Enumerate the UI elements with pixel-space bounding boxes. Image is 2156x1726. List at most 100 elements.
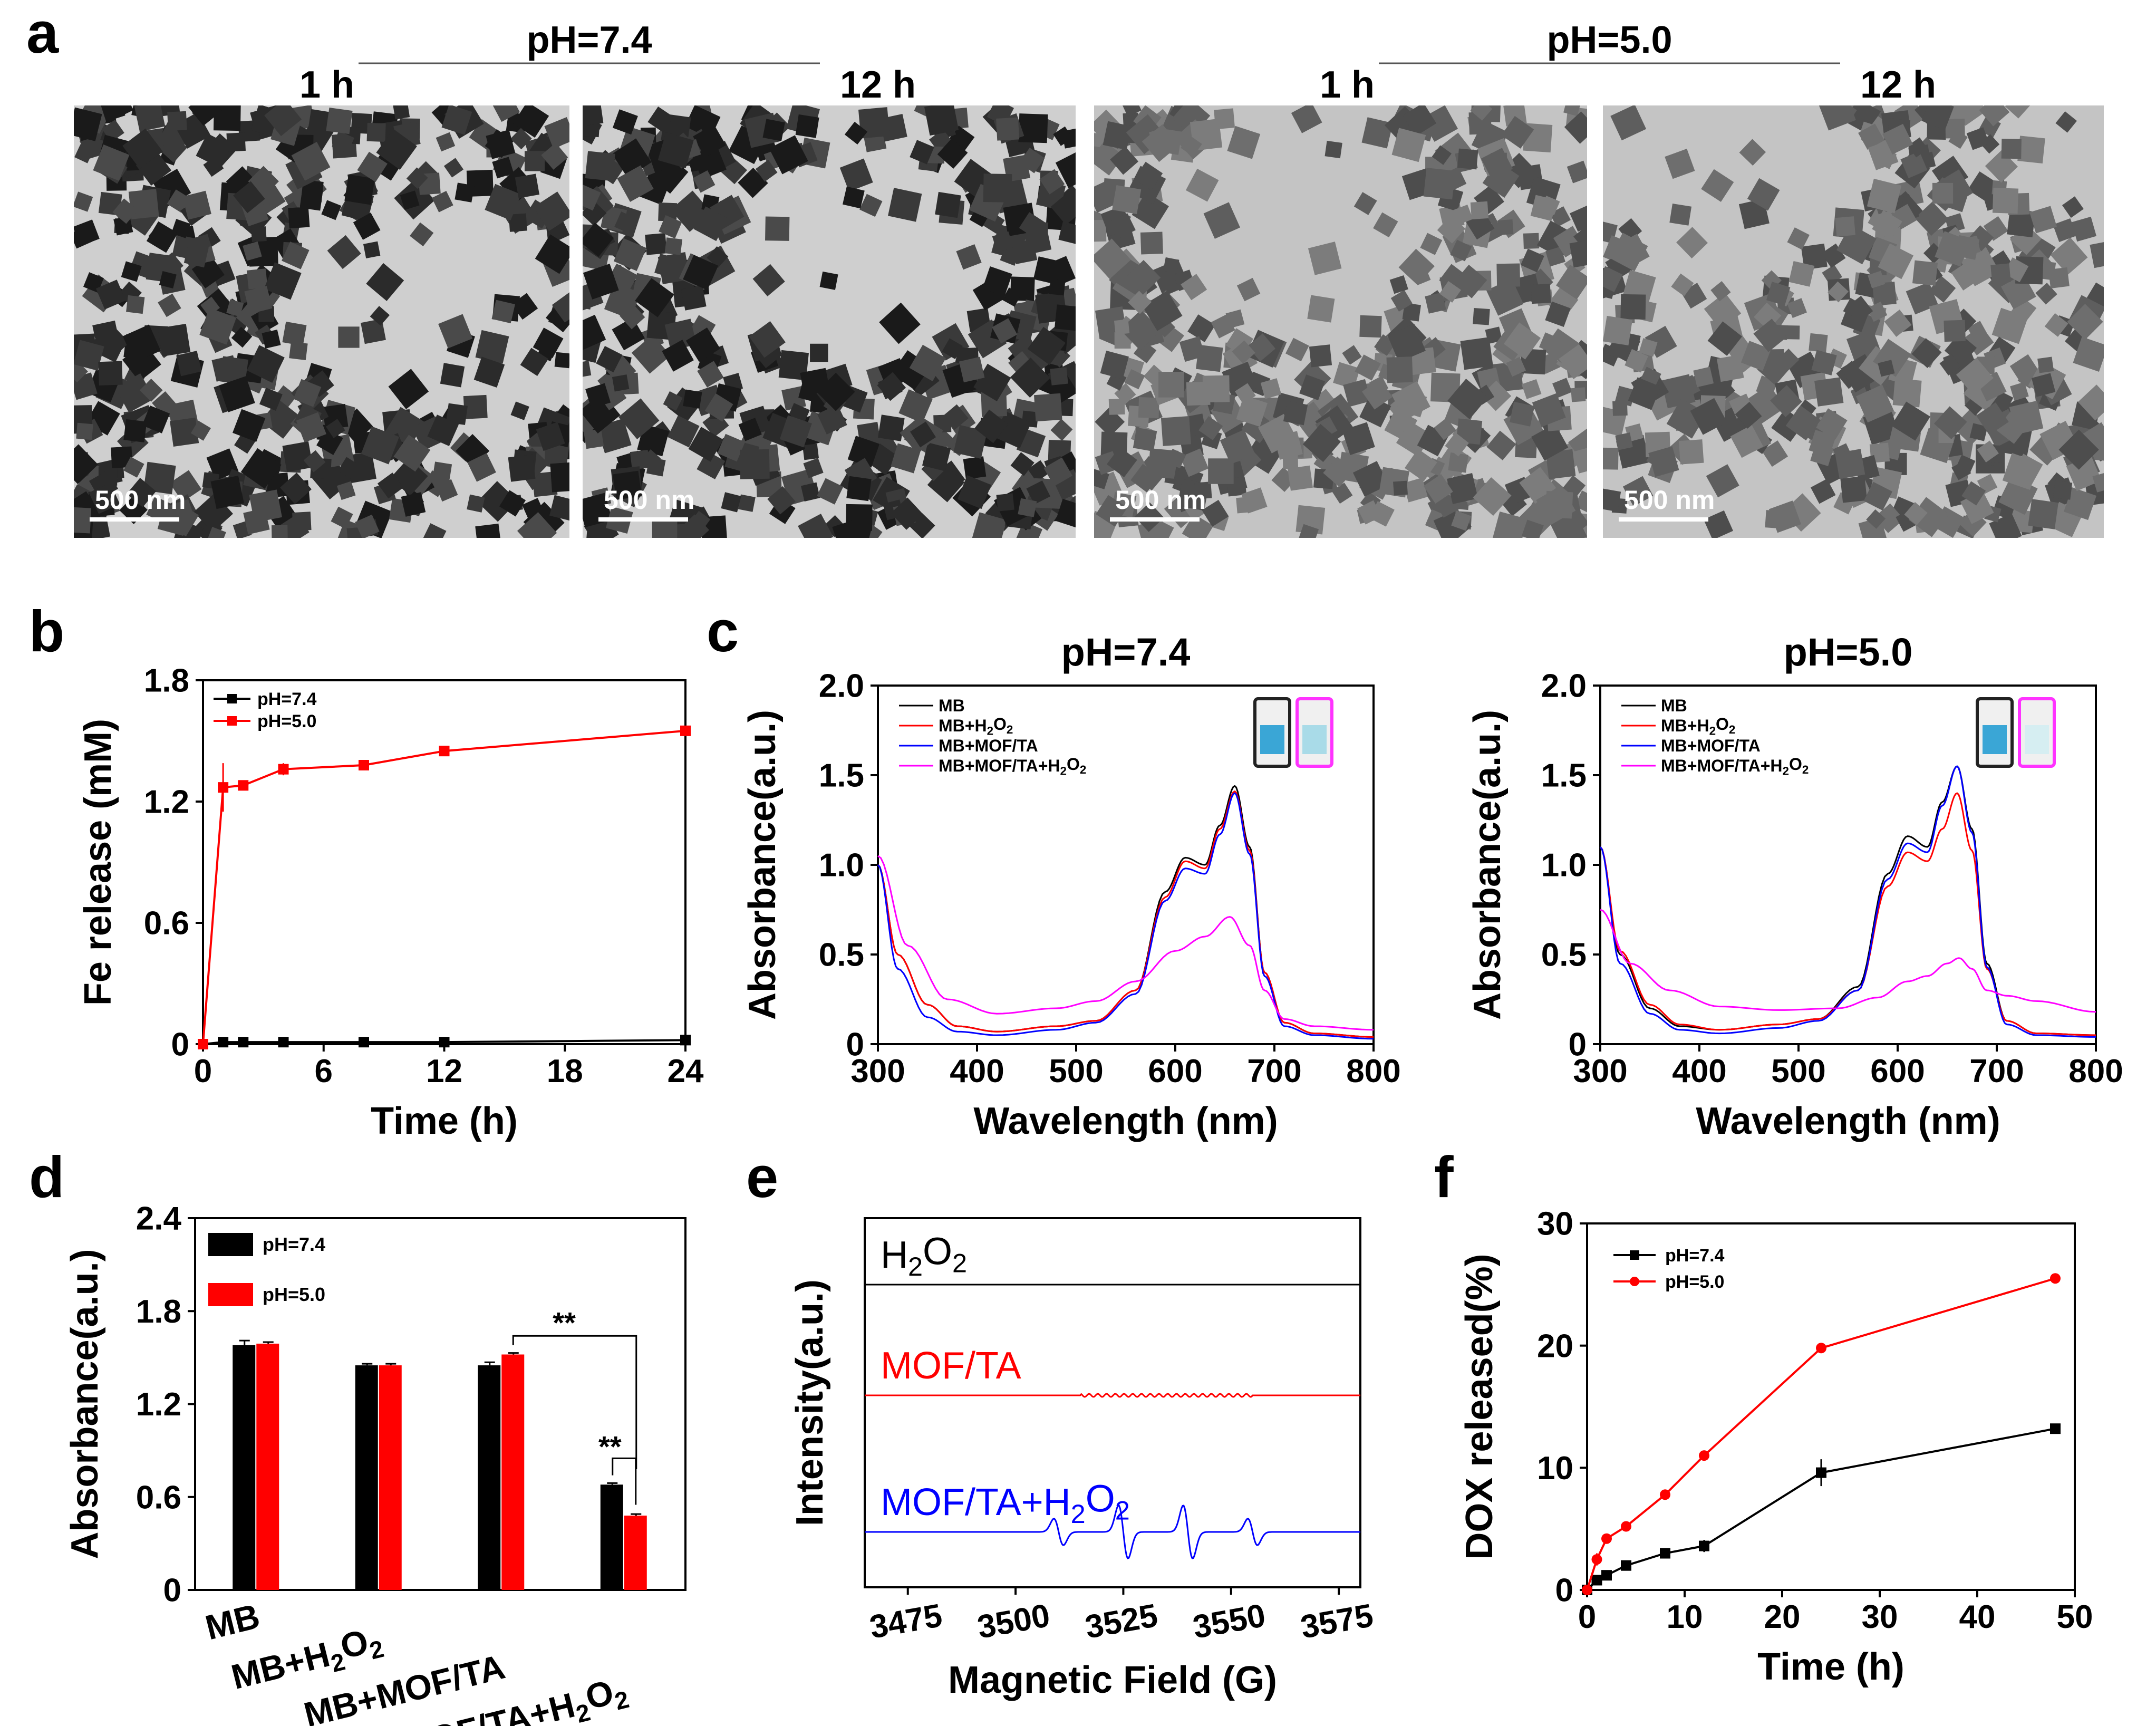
nanoparticle [336, 481, 356, 500]
nanoparticle [1012, 239, 1038, 264]
nanoparticle [2064, 487, 2097, 520]
nanoparticle [1055, 498, 1076, 528]
nanoparticle [446, 403, 468, 425]
legend-label-sub: 2 [1783, 765, 1789, 778]
nanoparticle [210, 475, 244, 509]
nanoparticle [1307, 295, 1335, 323]
nanoparticle [974, 409, 1008, 443]
nanoparticle [2037, 356, 2054, 373]
legend-swatch [208, 1283, 253, 1306]
nanoparticle [1152, 520, 1174, 538]
nanoparticle [1352, 461, 1389, 497]
nanoparticle [755, 159, 778, 182]
nanoparticle [847, 436, 880, 468]
nanoparticle [1220, 429, 1255, 465]
nanoparticle [1132, 192, 1169, 229]
nanoparticle [647, 106, 674, 133]
nanoparticle [89, 483, 120, 514]
nanoparticle [1855, 384, 1894, 423]
nanoparticle [1299, 374, 1326, 400]
nanoparticle [246, 268, 268, 290]
nanoparticle [1194, 481, 1212, 499]
nanoparticle [1123, 112, 1139, 129]
nanoparticle [1559, 344, 1587, 380]
nanoparticle [233, 181, 265, 214]
nanoparticle [1391, 128, 1426, 162]
nanoparticle [1018, 498, 1037, 517]
x-tick-label: 0 [194, 1053, 212, 1089]
nanoparticle [891, 497, 923, 530]
nanoparticle [752, 264, 785, 297]
legend-label-sub: 2 [1729, 723, 1735, 736]
series-label: MOF/TA [881, 1345, 1021, 1387]
nanoparticle [1739, 139, 1766, 166]
data-point [238, 1037, 249, 1048]
x-tick-label: 0 [1578, 1599, 1596, 1635]
nanoparticle [1309, 344, 1332, 368]
nanoparticle [971, 512, 1007, 538]
nanoparticle [1665, 149, 1695, 179]
nanoparticle [477, 481, 518, 522]
series-label-sub: 2 [1115, 1496, 1130, 1526]
nanoparticle [1112, 185, 1142, 215]
legend-label-part: O [993, 715, 1007, 734]
panel-d-bar-chart: d00.61.21.82.4Absorbance(a.u.)MBMB+H2O2M… [29, 1145, 687, 1726]
nanoparticle [508, 454, 536, 482]
nanoparticle [438, 314, 473, 349]
data-point [680, 1035, 691, 1046]
esr-line [865, 1505, 1360, 1559]
data-point [218, 1037, 229, 1048]
nanoparticle [1992, 187, 2019, 214]
nanoparticle [617, 165, 654, 202]
nanoparticle [1552, 378, 1572, 398]
nanoparticle [74, 107, 102, 141]
nanoparticle [683, 255, 719, 291]
time-label: 1 h [299, 64, 354, 106]
nanoparticle [2044, 313, 2068, 337]
nanoparticle [1481, 148, 1513, 180]
nanoparticle [1900, 151, 1928, 178]
nanoparticle [1944, 320, 1966, 342]
nanoparticle [1453, 264, 1487, 298]
nanoparticle [1532, 393, 1566, 427]
nanoparticle [679, 514, 710, 538]
nanoparticle [1536, 485, 1576, 525]
y-tick-label: 0.6 [144, 905, 189, 942]
nanoparticle [176, 351, 202, 377]
nanoparticle [1043, 457, 1072, 487]
nanoparticle [1531, 423, 1569, 461]
bar [355, 1365, 378, 1590]
nanoparticle [697, 361, 724, 388]
panel-letter-f: f [1434, 1145, 1454, 1210]
nanoparticle [436, 132, 456, 152]
category-label-part: MB [201, 1596, 264, 1647]
nanoparticle [74, 444, 99, 485]
nanoparticle [1198, 416, 1223, 440]
scale-bar-label: 500 nm [1115, 485, 1206, 515]
legend-label: MB+MOF/TA [939, 736, 1038, 755]
nanoparticle [1342, 422, 1375, 455]
nanoparticle [738, 494, 756, 512]
x-tick-label: 20 [1764, 1599, 1801, 1635]
significance-label: ** [553, 1306, 576, 1339]
nanoparticle [247, 345, 285, 383]
nanoparticle [1445, 432, 1469, 457]
spectrum-line [1600, 909, 2096, 1013]
y-tick-label: 0.5 [819, 937, 864, 973]
nanoparticle [2005, 105, 2031, 119]
nanoparticle [554, 352, 569, 369]
nanoparticle [244, 286, 273, 314]
nanoparticle [898, 389, 933, 423]
x-axis-label: Wavelength (nm) [973, 1100, 1278, 1142]
nanoparticle [1359, 396, 1391, 428]
nanoparticle [1202, 375, 1230, 403]
nanoparticle [1202, 499, 1229, 527]
nanoparticle [1180, 448, 1209, 477]
y-tick-label: 1.2 [136, 1386, 181, 1423]
nanoparticle [2092, 471, 2104, 493]
nanoparticle [1730, 425, 1764, 458]
nanoparticle [1716, 354, 1744, 382]
nanoparticle [707, 246, 729, 268]
condition-label: pH=5.0 [1546, 19, 1672, 61]
y-tick-label: 0 [846, 1027, 864, 1063]
